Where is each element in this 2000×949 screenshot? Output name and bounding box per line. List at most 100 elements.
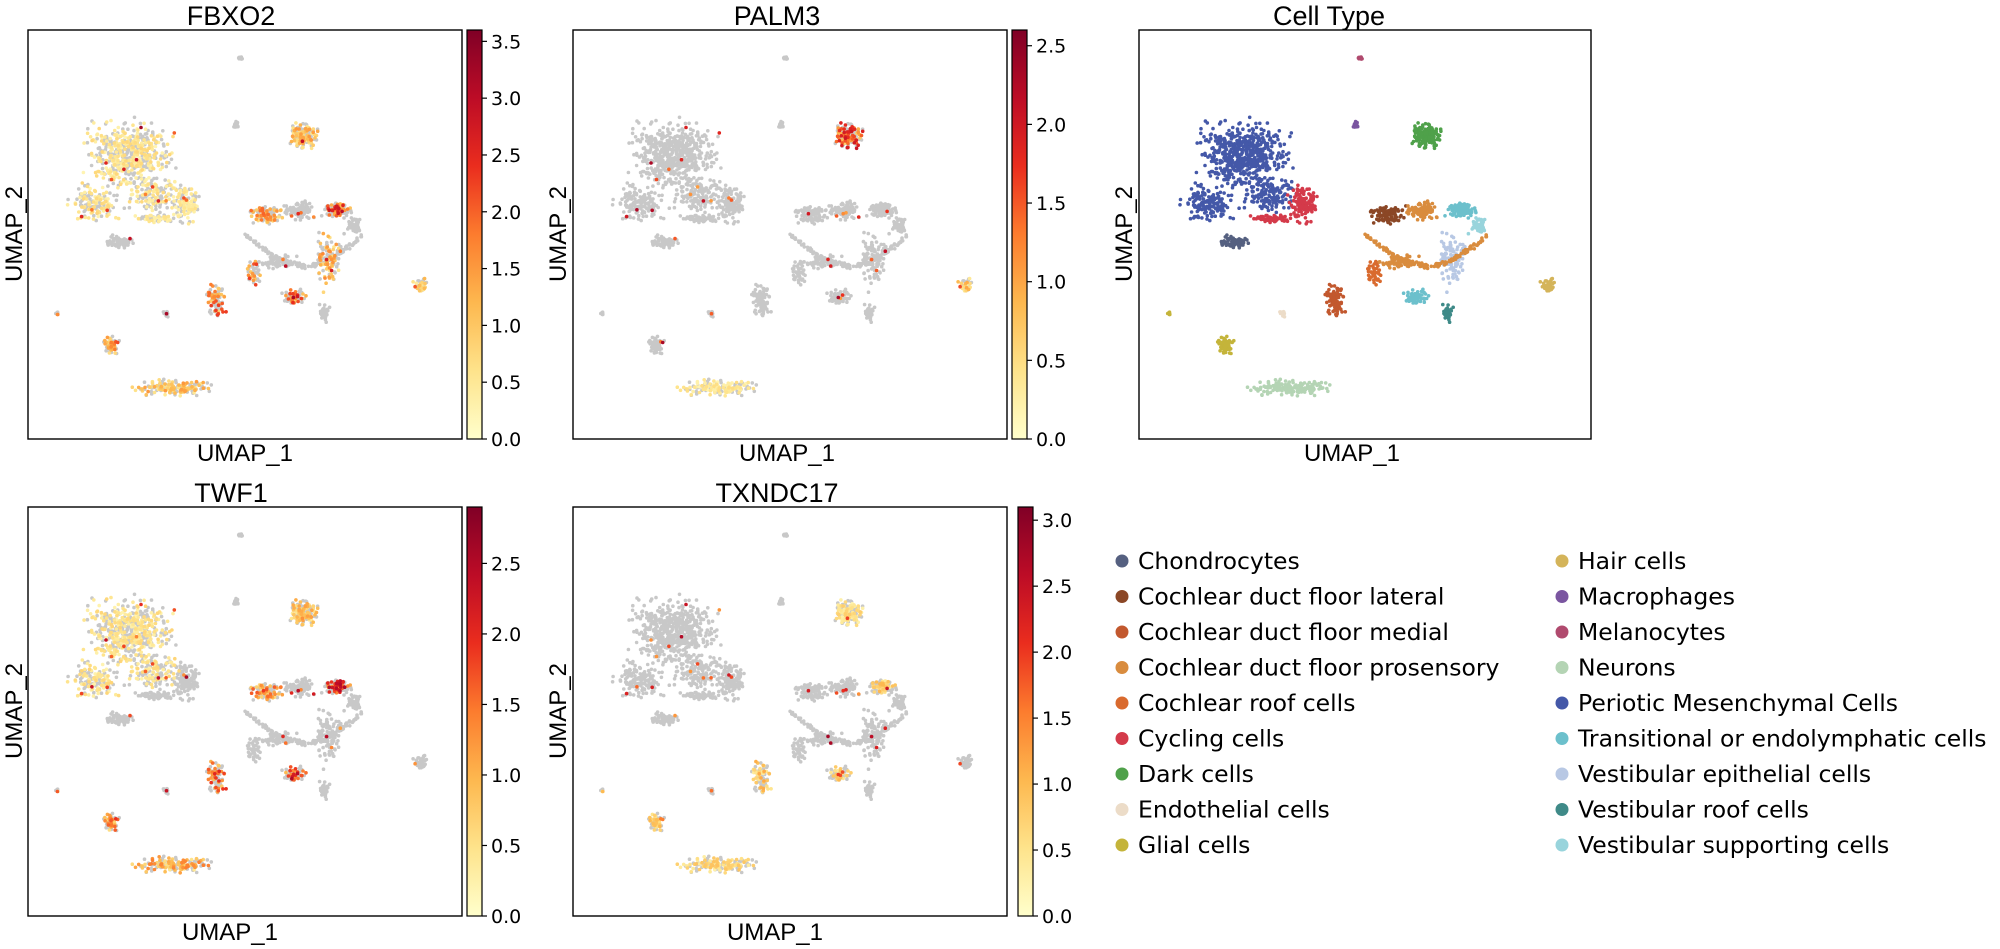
umap-point <box>701 213 705 218</box>
umap-point <box>129 176 133 181</box>
umap-point <box>761 286 765 291</box>
umap-point <box>319 214 324 218</box>
umap-point <box>655 243 659 247</box>
umap-point <box>640 204 644 209</box>
umap-point <box>140 387 144 391</box>
umap-point <box>712 179 716 183</box>
umap-point <box>867 274 872 279</box>
umap-point <box>139 136 144 140</box>
umap-point <box>205 381 210 385</box>
umap-point <box>880 213 884 218</box>
umap-point <box>183 186 187 191</box>
umap-point <box>845 296 849 301</box>
umap-point <box>696 200 700 205</box>
umap-point <box>220 301 224 306</box>
umap-point <box>685 168 689 172</box>
colorbar-gradient <box>466 29 483 440</box>
umap-point <box>124 140 129 144</box>
umap-point <box>143 179 147 184</box>
umap-point <box>125 163 129 168</box>
umap-point <box>673 197 678 201</box>
umap-point <box>152 385 157 389</box>
umap-point <box>150 218 154 223</box>
umap-point <box>621 187 626 191</box>
umap-point <box>95 211 99 215</box>
umap-point <box>842 127 846 131</box>
umap-point <box>641 214 645 219</box>
umap-point <box>706 216 710 221</box>
umap-point <box>123 121 128 125</box>
umap-point <box>114 172 119 176</box>
umap-point <box>664 147 669 151</box>
umap-point <box>289 214 294 218</box>
umap-point <box>116 125 121 130</box>
umap-point <box>252 240 257 245</box>
umap-point <box>245 234 249 238</box>
umap-point <box>131 241 135 245</box>
umap-point <box>668 142 672 147</box>
umap-point <box>112 162 117 167</box>
umap-point <box>298 123 303 127</box>
umap-point <box>174 188 179 192</box>
umap-point <box>798 259 803 264</box>
umap-point <box>889 246 893 251</box>
umap-point <box>132 115 137 120</box>
umap-point <box>168 183 172 187</box>
umap-point <box>667 167 671 172</box>
umap-point <box>65 203 70 207</box>
umap-point <box>814 254 819 258</box>
umap-point <box>641 155 646 160</box>
umap-point <box>723 394 727 398</box>
umap-point <box>76 187 81 191</box>
umap-point <box>103 342 107 346</box>
umap-point <box>294 127 299 131</box>
umap-point <box>684 146 688 151</box>
umap-point <box>99 139 104 143</box>
umap-point <box>713 182 717 187</box>
umap-point <box>178 183 183 188</box>
umap-point <box>172 212 176 217</box>
umap-point <box>727 385 731 390</box>
umap-point <box>856 143 860 147</box>
umap-point <box>139 173 143 177</box>
umap-point <box>98 198 103 202</box>
umap-point <box>148 213 152 218</box>
umap-point <box>902 227 906 232</box>
umap-point <box>846 141 850 146</box>
umap-point <box>692 176 696 180</box>
umap-point <box>784 57 789 61</box>
umap-point <box>115 136 119 141</box>
umap-point <box>147 196 152 201</box>
umap-point <box>723 219 728 224</box>
umap-point <box>261 211 266 216</box>
umap-point <box>142 138 146 142</box>
umap-point <box>280 291 284 296</box>
umap-point <box>733 209 737 214</box>
umap-point <box>688 132 693 136</box>
umap-point <box>208 308 213 313</box>
umap-point <box>846 292 850 296</box>
umap-point <box>323 276 327 280</box>
umap-point <box>164 311 169 316</box>
umap-point <box>117 245 121 250</box>
umap-point <box>837 138 842 143</box>
umap-point <box>146 182 150 186</box>
umap-point <box>213 289 217 294</box>
umap-point <box>112 141 117 145</box>
umap-point <box>677 115 682 120</box>
umap-point <box>897 241 901 245</box>
umap-point <box>694 196 698 201</box>
umap-point <box>644 202 648 206</box>
umap-point <box>635 153 639 157</box>
umap-points <box>599 55 974 398</box>
umap-point <box>842 261 847 265</box>
umap-point <box>94 218 98 223</box>
umap-point <box>317 230 321 235</box>
umap-point <box>355 222 359 226</box>
umap-point <box>659 132 664 137</box>
umap-point <box>735 193 740 197</box>
umap-point <box>658 243 663 248</box>
umap-point <box>662 175 666 180</box>
umap-point <box>668 240 672 244</box>
umap-point <box>140 215 145 219</box>
